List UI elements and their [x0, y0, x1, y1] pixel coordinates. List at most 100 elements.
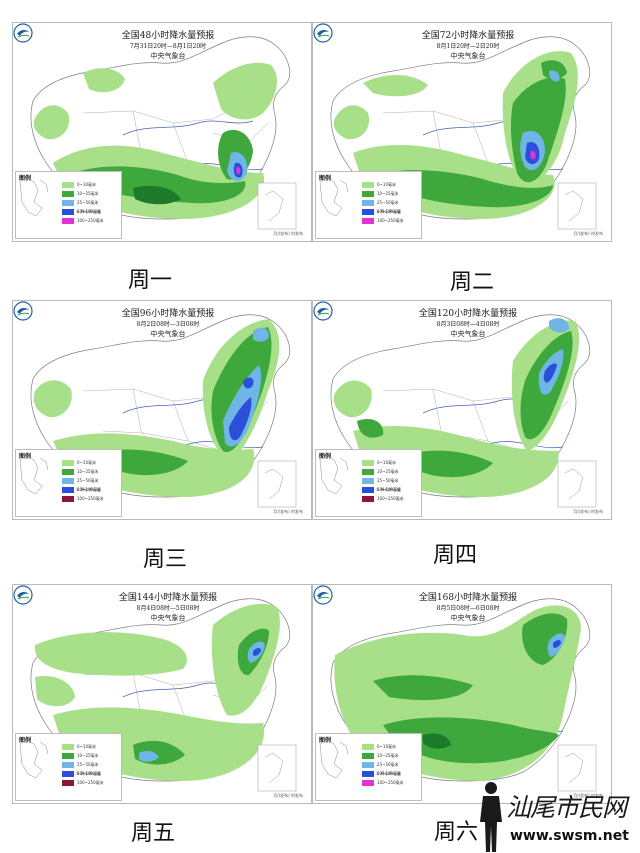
legend-label: 100~250毫米: [77, 218, 104, 223]
forecast-map-panel: 全国120小时降水量预报 8月3日08时—4日08时 中央气象台 图例 0~10…: [312, 300, 612, 520]
legend-inset-map: [19, 739, 49, 779]
cma-logo-icon: [313, 23, 333, 43]
map-footer: 月/(发布) 时发布: [573, 509, 603, 514]
day-label: 周五: [131, 821, 176, 846]
legend-label: 0~10毫米: [377, 460, 396, 465]
legend-inset-map: [319, 739, 349, 779]
legend-center-note: × 降水中心值: [376, 771, 401, 776]
legend-label: 0~10毫米: [77, 744, 96, 749]
legend-label: 10~25毫米: [377, 469, 399, 474]
map-subtitle: 7月31日20时—8月1日20时: [129, 43, 207, 50]
legend-center-note: × 降水中心值: [76, 209, 101, 214]
forecast-map-panel: 全国144小时降水量预报 8月4日08时—5日08时 中央气象台 图例 0~10…: [12, 584, 312, 804]
map-legend: 图例 0~10毫米 10~25毫米 25~50毫米 50~100毫米 100~2…: [315, 733, 422, 801]
forecast-map-panel: 全国72小时降水量预报 8月1日20时—2日20时 中央气象台 图例 0~10毫…: [312, 22, 612, 242]
rain-areas: [34, 603, 280, 781]
day-label: 周三: [143, 547, 188, 572]
map-title: 全国144小时降水量预报: [118, 593, 218, 603]
legend-label: 100~250毫米: [77, 496, 104, 501]
legend-label: 50~100毫米: [377, 487, 402, 492]
legend-label: 100~250毫米: [77, 780, 104, 785]
legend-label: 25~50毫米: [77, 200, 99, 205]
map-footer: 月/(发布) 时发布: [573, 793, 603, 798]
forecast-map: 全国144小时降水量预报 8月4日08时—5日08时 中央气象台 图例 0~10…: [12, 584, 312, 804]
rain-areas: [333, 51, 578, 219]
legend-label: 0~10毫米: [377, 744, 396, 749]
map-agency: 中央气象台: [150, 330, 186, 338]
map-footer: 月/(发布) 时发布: [273, 509, 303, 514]
map-agency: 中央气象台: [450, 330, 486, 338]
day-label: 周一: [128, 268, 173, 293]
legend-label: 100~250毫米: [377, 780, 404, 785]
map-agency: 中央气象台: [450, 614, 486, 622]
watermark-url: www.swsm.net: [510, 828, 629, 844]
map-subtitle: 8月5日08时—6日08时: [436, 605, 500, 612]
forecast-map: 全国48小时降水量预报 7月31日20时—8月1日20时 中央气象台 图例 0~…: [12, 22, 312, 242]
cma-logo-icon: [313, 585, 333, 605]
day-label: 周四: [433, 543, 478, 568]
legend-label: 25~50毫米: [377, 762, 399, 767]
map-agency: 中央气象台: [150, 52, 186, 60]
legend-label: 0~10毫米: [377, 182, 396, 187]
map-footer: 月/(发布) 时发布: [573, 231, 603, 236]
forecast-map-panel: 全国168小时降水量预报 8月5日08时—6日08时 中央气象台 图例 0~10…: [312, 584, 612, 804]
south-sea-inset: [557, 460, 597, 508]
legend-label: 25~50毫米: [377, 200, 399, 205]
map-legend: 图例 0~10毫米 10~25毫米 25~50毫米 50~100毫米 100~2…: [15, 171, 122, 239]
day-label: 周六: [434, 820, 479, 845]
legend-inset-map: [19, 177, 49, 217]
map-legend: 图例 0~10毫米 10~25毫米 25~50毫米 50~100毫米 100~2…: [15, 449, 122, 517]
map-subtitle: 8月1日20时—2日20时: [436, 43, 500, 50]
map-legend: 图例 0~10毫米 10~25毫米 25~50毫米 50~100毫米 100~2…: [315, 171, 422, 239]
map-title: 全国96小时降水量预报: [121, 309, 215, 319]
legend-label: 0~10毫米: [77, 460, 96, 465]
map-footer: 月/(发布) 时发布: [273, 231, 303, 236]
map-legend: 图例 0~10毫米 10~25毫米 25~50毫米 50~100毫米 100~2…: [315, 449, 422, 517]
rain-areas: [333, 318, 580, 497]
legend-label: 50~100毫米: [77, 487, 102, 492]
forecast-map: 全国72小时降水量预报 8月1日20时—2日20时 中央气象台 图例 0~10毫…: [312, 22, 612, 242]
map-legend: 图例 0~10毫米 10~25毫米 25~50毫米 50~100毫米 100~2…: [15, 733, 122, 801]
legend-label: 0~10毫米: [77, 182, 96, 187]
legend-center-note: × 降水中心值: [376, 487, 401, 492]
site-watermark: 汕尾市民网 www.swsm.net: [474, 778, 640, 853]
map-agency: 中央气象台: [450, 52, 486, 60]
south-sea-inset: [257, 744, 297, 792]
south-sea-inset: [257, 182, 297, 230]
person-silhouette-icon: [480, 782, 502, 852]
legend-label: 50~100毫米: [377, 771, 402, 776]
forecast-map: 全国120小时降水量预报 8月3日08时—4日08时 中央气象台 图例 0~10…: [312, 300, 612, 520]
legend-center-note: × 降水中心值: [76, 487, 101, 492]
legend-label: 10~25毫米: [377, 753, 399, 758]
legend-inset-map: [319, 455, 349, 495]
legend-inset-map: [319, 177, 349, 217]
map-footer: 月/(发布) 时发布: [273, 793, 303, 798]
cma-logo-icon: [13, 585, 33, 605]
watermark-text: 汕尾市民网: [506, 793, 627, 822]
forecast-map: 全国96小时降水量预报 8月2日08时—3日08时 中央气象台 图例 0~10毫…: [12, 300, 312, 520]
legend-label: 10~25毫米: [77, 753, 99, 758]
legend-label: 50~100毫米: [77, 771, 102, 776]
south-sea-inset: [557, 744, 597, 792]
map-title: 全国120小时降水量预报: [418, 309, 518, 319]
legend-label: 10~25毫米: [77, 191, 99, 196]
map-agency: 中央气象台: [150, 614, 186, 622]
legend-label: 10~25毫米: [77, 469, 99, 474]
map-subtitle: 8月3日08时—4日08时: [436, 321, 500, 328]
map-subtitle: 8月2日08时—3日08时: [136, 321, 200, 328]
forecast-map: 全国168小时降水量预报 8月5日08时—6日08时 中央气象台 图例 0~10…: [312, 584, 612, 804]
forecast-map-panel: 全国48小时降水量预报 7月31日20时—8月1日20时 中央气象台 图例 0~…: [12, 22, 312, 242]
cma-logo-icon: [13, 301, 33, 321]
legend-label: 50~100毫米: [377, 209, 402, 214]
legend-inset-map: [19, 455, 49, 495]
legend-center-note: × 降水中心值: [76, 771, 101, 776]
day-label: 周二: [450, 270, 495, 295]
forecast-map-panel: 全国96小时降水量预报 8月2日08时—3日08时 中央气象台 图例 0~10毫…: [12, 300, 312, 520]
legend-center-note: × 降水中心值: [376, 209, 401, 214]
map-title: 全国72小时降水量预报: [421, 31, 515, 41]
map-subtitle: 8月4日08时—5日08时: [136, 605, 200, 612]
legend-label: 25~50毫米: [377, 478, 399, 483]
legend-label: 50~100毫米: [77, 209, 102, 214]
south-sea-inset: [257, 460, 297, 508]
south-sea-inset: [557, 182, 597, 230]
